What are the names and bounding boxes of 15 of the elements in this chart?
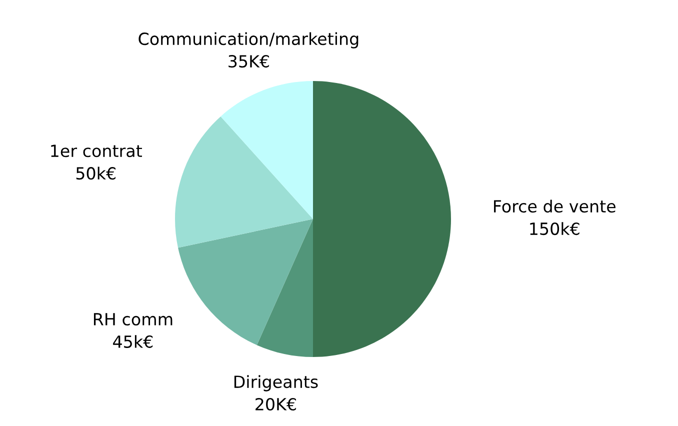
pie-slice [220, 81, 313, 219]
data-label: 35K€ [228, 54, 269, 68]
slice-label: Communication/marketing [138, 32, 358, 48]
data-label: 20K€ [256, 398, 296, 411]
pie-slice [175, 116, 313, 248]
pie-slice [256, 219, 313, 357]
slice-label: Dirigeants [234, 375, 318, 392]
slice-label: 1er contrat [51, 144, 142, 158]
data-label: 150k€ [530, 222, 580, 236]
data-label: 45k€ [113, 335, 153, 348]
data-label: 50k€ [76, 166, 116, 180]
slice-label: Force de vente [494, 200, 616, 213]
pie-slice [313, 81, 451, 357]
slice-label: RH comm [94, 313, 172, 326]
pie-slice [178, 219, 313, 346]
